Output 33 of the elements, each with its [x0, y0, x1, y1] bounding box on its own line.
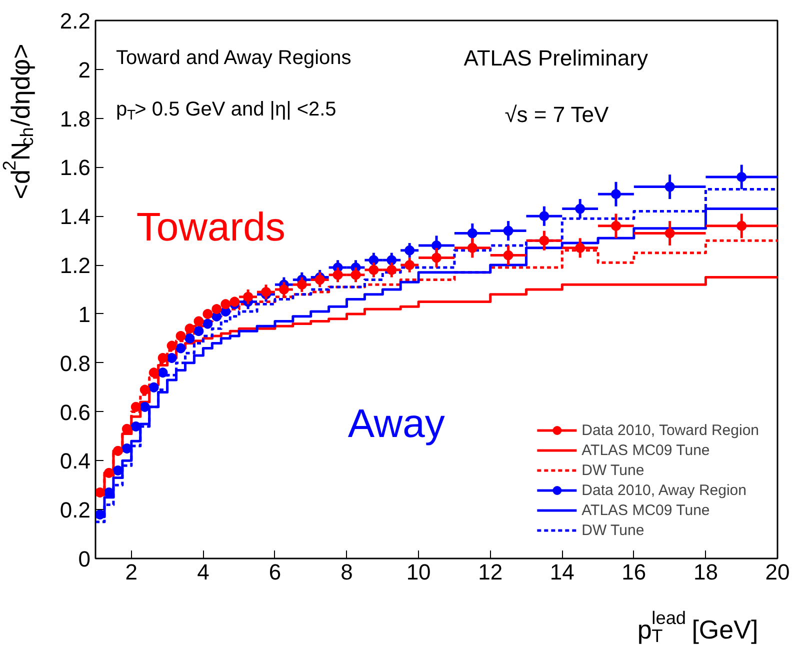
y-tick-label: 1.8: [60, 106, 91, 132]
y-tick-label: 2: [78, 57, 91, 82]
y-tick-label: 2.2: [60, 8, 91, 34]
legend-label: Data 2010, Away Region: [582, 482, 746, 498]
x-tick-label: 16: [622, 560, 646, 584]
annotation: Towards: [136, 206, 286, 250]
legend-label: ATLAS MC09 Tune: [582, 442, 710, 458]
y-tick-label: 1.4: [60, 204, 91, 230]
x-tick-label: 6: [268, 560, 282, 584]
y-tick-label: 1.6: [60, 155, 91, 180]
annotation: √s = 7 TeV: [504, 102, 610, 128]
y-tick-label: 0.6: [60, 400, 91, 425]
x-tick-label: 18: [693, 560, 718, 584]
annotation: Away: [348, 402, 445, 446]
y-tick-label: 0.4: [60, 448, 91, 474]
x-tick-label: 10: [406, 560, 431, 584]
legend-label: DW Tune: [582, 462, 644, 478]
annotation: ATLAS Preliminary: [464, 46, 648, 71]
legend-label: DW Tune: [582, 522, 644, 538]
y-tick-label: 1.2: [60, 253, 91, 278]
annotation: Toward and Away Regions: [116, 47, 352, 70]
x-tick-label: 14: [550, 560, 574, 584]
x-tick-label: 8: [340, 560, 353, 584]
y-tick-label: 1: [78, 302, 91, 327]
y-tick-label: 0.2: [60, 498, 91, 523]
legend-label: Data 2010, Toward Region: [582, 422, 759, 438]
x-tick-label: 20: [765, 560, 790, 584]
y-tick-label: 0: [78, 546, 91, 572]
x-tick-label: 2: [125, 560, 138, 584]
y-tick-label: 0.8: [60, 350, 91, 376]
x-tick-label: 4: [197, 560, 210, 584]
legend-label: ATLAS MC09 Tune: [582, 502, 710, 518]
x-tick-label: 12: [478, 560, 503, 584]
